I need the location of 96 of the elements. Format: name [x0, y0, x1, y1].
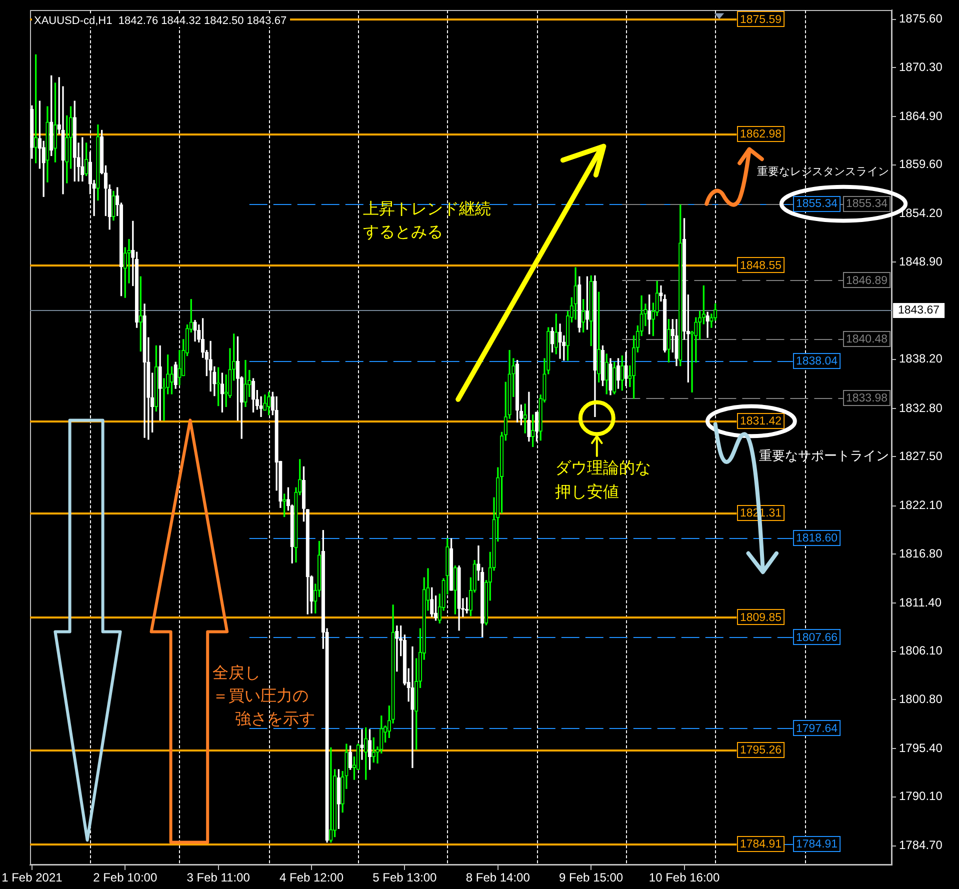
ref-line-label: 1795.26 [740, 744, 782, 757]
y-tick-label: 1870.30 [899, 60, 943, 74]
candlestick [674, 319, 678, 366]
y-tick-label: 1795.40 [899, 740, 943, 755]
candlestick [158, 345, 162, 421]
y-tick-label: 1811.40 [899, 595, 942, 610]
y-tick-label: 1832.80 [899, 400, 943, 415]
candlestick [666, 319, 671, 362]
candlestick [72, 100, 76, 182]
y-tick-label: 1864.90 [899, 108, 943, 123]
y-tick-label: 1859.60 [899, 157, 943, 172]
candlestick [593, 275, 597, 418]
ref-line-label: 1838.04 [796, 356, 838, 368]
candlestick [53, 82, 58, 162]
ref-line-label: 1818.60 [796, 532, 838, 544]
x-tick-label: 9 Feb 15:00 [559, 870, 624, 885]
y-tick-label: 1827.50 [899, 449, 943, 464]
y-tick-label: 1848.90 [899, 254, 943, 268]
candlestick [449, 538, 454, 591]
ref-line-label: 1875.59 [740, 14, 782, 26]
y-tick-label: 1875.60 [899, 12, 943, 26]
ref-line-label: 1846.89 [846, 275, 888, 288]
y-tick-label: 1822.10 [899, 498, 943, 512]
y-tick-label: 1790.10 [899, 789, 943, 804]
ref-line-label: 1862.98 [740, 128, 782, 141]
ref-line-label: 1833.98 [846, 392, 888, 404]
candlestick [706, 312, 710, 338]
y-tick-label: 1784.70 [899, 838, 943, 852]
candlestick [678, 204, 682, 366]
candlestick [30, 105, 34, 159]
candlestick [523, 404, 527, 434]
ref-line-label: 1855.34 [846, 198, 888, 210]
ref-line-label: 1843.67 [898, 304, 940, 316]
ref-line-label: 1840.48 [846, 333, 888, 346]
y-tick-label: 1806.10 [899, 644, 943, 658]
chart-title: XAUUSD-cd,H1 1842.76 1844.32 1842.50 1843.67 [32, 15, 290, 28]
ref-line-label: 1855.34 [796, 198, 838, 210]
annotation: 重要なサポートライン [759, 448, 889, 465]
ref-line-label: 1809.85 [740, 612, 782, 624]
x-tick-label: 8 Feb 14:00 [466, 870, 530, 885]
candlestick [174, 362, 178, 389]
candlestick [154, 345, 158, 412]
ref-line-label: 1797.64 [796, 722, 838, 735]
candlestick [138, 276, 142, 352]
x-tick-label: 5 Feb 13:00 [372, 870, 438, 885]
y-tick-label: 1838.20 [899, 352, 943, 366]
x-tick-label: 4 Feb 12:00 [279, 870, 344, 885]
candlestick [430, 587, 434, 618]
candlestick [178, 350, 182, 386]
candlestick [395, 626, 399, 672]
candlestick [216, 367, 220, 406]
y-tick-label: 1854.20 [899, 206, 943, 220]
x-tick-label: 3 Feb 11:00 [186, 870, 250, 885]
ref-line-label: 1784.91 [740, 838, 782, 851]
candlestick [244, 360, 248, 408]
ref-line-label: 1848.55 [740, 260, 782, 272]
ref-line-label: 1784.91 [796, 838, 838, 851]
candlestick [531, 414, 535, 448]
candlestick [46, 106, 50, 182]
candlestick [608, 358, 612, 396]
candlestick [515, 360, 520, 422]
annotation: 重要なレジスタンスライン [757, 164, 889, 179]
annotation: 上昇トレンド継続 [362, 198, 491, 218]
annotation: ＝買い圧力の [212, 686, 308, 706]
candlestick [208, 340, 212, 392]
candlestick [112, 190, 116, 221]
candlestick [34, 54, 38, 164]
candlestick [263, 394, 267, 411]
annotation: 強さを示す [234, 709, 315, 728]
candlestick [578, 276, 582, 332]
candlestick [220, 372, 224, 412]
annotation: ダウ理論的な [555, 458, 652, 478]
annotation: 全戻し [212, 663, 260, 683]
candlestick [597, 292, 601, 382]
candlestick [574, 267, 578, 320]
x-tick-label: 10 Feb 16:00 [648, 870, 720, 885]
candlestick [170, 366, 174, 394]
candlestick [410, 646, 414, 768]
candlestick [360, 729, 364, 760]
annotation: するとみる [362, 222, 443, 242]
ref-line-label: 1807.66 [796, 632, 838, 644]
candlestick [600, 345, 605, 386]
candlestick [589, 275, 593, 346]
candlestick [612, 362, 616, 394]
y-tick-label: 1800.80 [899, 692, 943, 706]
x-tick-label: 2 Feb 10:00 [93, 870, 158, 885]
y-tick-label: 1816.80 [899, 546, 943, 560]
annotation: 押し安値 [555, 482, 620, 502]
candlestick [329, 747, 333, 843]
x-tick-label: 1 Feb 2021 [2, 870, 63, 885]
candlestick [457, 565, 461, 631]
ref-line-label: 1831.42 [740, 416, 782, 428]
candlestick [550, 327, 554, 352]
candlestick [368, 729, 372, 770]
candlestick [96, 124, 100, 201]
candlestick [558, 324, 562, 359]
